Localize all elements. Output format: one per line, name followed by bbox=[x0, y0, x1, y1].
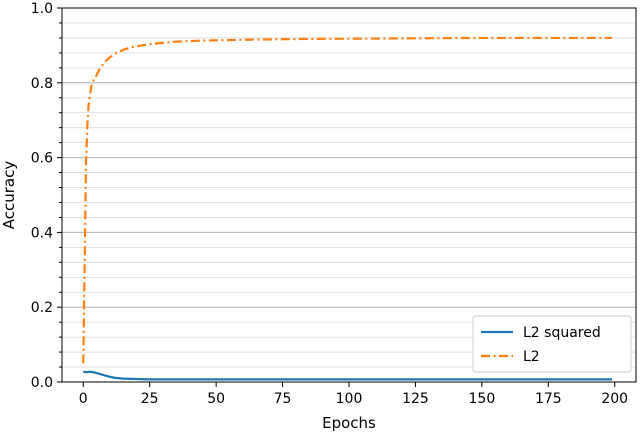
y-tick-label: 0.4 bbox=[31, 225, 53, 241]
x-tick-label: 125 bbox=[402, 391, 429, 407]
x-tick-label: 200 bbox=[601, 391, 628, 407]
legend: L2 squared L2 bbox=[472, 315, 632, 373]
legend-label-l2: L2 bbox=[523, 349, 540, 365]
x-tick-label: 0 bbox=[79, 391, 88, 407]
legend-box bbox=[472, 315, 632, 373]
y-axis: 0.0 0.2 0.4 0.6 0.8 1.0 bbox=[31, 1, 62, 391]
series-line-l2 bbox=[82, 36, 613, 364]
series-line-l2-squared bbox=[82, 370, 613, 381]
y-axis-label: Accuracy bbox=[0, 161, 18, 230]
x-tick-label: 50 bbox=[207, 391, 225, 407]
grid bbox=[62, 22, 636, 368]
x-tick-label: 150 bbox=[469, 391, 496, 407]
y-tick-label: 0.6 bbox=[31, 151, 53, 167]
y-tick-label: 1.0 bbox=[31, 1, 53, 17]
x-tick-label: 75 bbox=[274, 391, 292, 407]
y-tick-label: 0.0 bbox=[31, 375, 53, 391]
y-tick-label: 0.2 bbox=[31, 300, 53, 316]
legend-label-l2-squared: L2 squared bbox=[523, 325, 601, 341]
series-layer bbox=[82, 36, 613, 381]
x-axis: 0 25 50 75 100 125 150 175 200 bbox=[79, 382, 628, 407]
x-tick-label: 25 bbox=[141, 391, 159, 407]
x-tick-label: 100 bbox=[336, 391, 363, 407]
x-tick-label: 175 bbox=[535, 391, 562, 407]
x-axis-label: Epochs bbox=[322, 414, 376, 432]
y-tick-label: 0.8 bbox=[31, 76, 53, 92]
